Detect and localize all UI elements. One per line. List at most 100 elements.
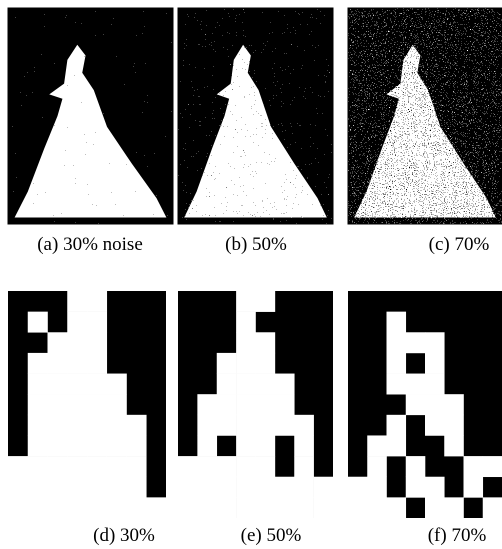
block-image bbox=[348, 291, 502, 519]
block bbox=[386, 373, 407, 395]
block bbox=[146, 497, 167, 519]
noisy-image bbox=[7, 7, 174, 225]
block bbox=[126, 497, 147, 519]
block bbox=[216, 456, 237, 478]
block bbox=[67, 394, 88, 416]
block bbox=[313, 476, 334, 498]
block bbox=[197, 476, 218, 498]
block bbox=[294, 435, 314, 457]
block bbox=[463, 476, 484, 498]
block bbox=[178, 497, 198, 519]
block bbox=[47, 476, 68, 498]
caption: (d) 30% bbox=[93, 525, 155, 546]
block bbox=[367, 435, 387, 457]
block bbox=[367, 497, 387, 519]
grid-images bbox=[8, 291, 502, 519]
block bbox=[126, 435, 147, 457]
block bbox=[348, 497, 368, 519]
block bbox=[255, 456, 276, 478]
caption: (e) 50% bbox=[241, 525, 302, 546]
block bbox=[67, 414, 88, 436]
block bbox=[425, 497, 445, 519]
block bbox=[348, 476, 368, 498]
block bbox=[8, 497, 29, 519]
block bbox=[313, 497, 334, 519]
block bbox=[216, 394, 237, 416]
block bbox=[8, 476, 29, 498]
block bbox=[216, 414, 237, 436]
block bbox=[87, 476, 108, 498]
block bbox=[27, 497, 48, 519]
block bbox=[463, 456, 484, 478]
block bbox=[405, 476, 426, 498]
block bbox=[27, 373, 48, 395]
block bbox=[482, 497, 502, 519]
block bbox=[255, 291, 276, 312]
block bbox=[216, 497, 237, 519]
block bbox=[444, 394, 464, 416]
block bbox=[106, 373, 127, 395]
block bbox=[87, 311, 108, 333]
block bbox=[216, 352, 237, 374]
block bbox=[126, 456, 147, 478]
caption: (c) 70% bbox=[429, 234, 490, 255]
block bbox=[255, 394, 276, 416]
noise-black bbox=[8, 8, 173, 224]
block bbox=[27, 311, 48, 333]
block-image bbox=[8, 291, 167, 519]
block bbox=[405, 332, 426, 354]
block bbox=[216, 476, 237, 498]
block bbox=[47, 352, 68, 374]
block bbox=[126, 414, 147, 436]
block bbox=[386, 311, 407, 333]
block bbox=[47, 497, 68, 519]
block bbox=[236, 456, 256, 478]
block bbox=[386, 352, 407, 374]
block bbox=[87, 414, 108, 436]
block bbox=[87, 435, 108, 457]
block bbox=[367, 456, 387, 478]
block bbox=[197, 414, 218, 436]
block bbox=[386, 414, 407, 436]
block bbox=[106, 497, 127, 519]
block bbox=[274, 497, 295, 519]
block bbox=[405, 456, 426, 478]
block bbox=[216, 373, 237, 395]
block bbox=[47, 394, 68, 416]
block bbox=[236, 311, 256, 333]
block bbox=[106, 414, 127, 436]
block bbox=[47, 456, 68, 478]
block-image bbox=[178, 291, 334, 519]
block bbox=[67, 332, 88, 354]
block bbox=[106, 394, 127, 416]
block bbox=[106, 435, 127, 457]
block bbox=[236, 373, 256, 395]
block bbox=[106, 456, 127, 478]
block bbox=[27, 352, 48, 374]
block bbox=[87, 456, 108, 478]
block bbox=[47, 373, 68, 395]
block bbox=[236, 414, 256, 436]
block bbox=[197, 435, 218, 457]
block bbox=[255, 476, 276, 498]
block bbox=[425, 373, 445, 395]
block bbox=[236, 394, 256, 416]
noise-black bbox=[348, 8, 502, 224]
block bbox=[274, 373, 295, 395]
block bbox=[294, 414, 314, 436]
block bbox=[27, 456, 48, 478]
block bbox=[67, 476, 88, 498]
block bbox=[386, 332, 407, 354]
block bbox=[294, 476, 314, 498]
noisy-images bbox=[7, 7, 502, 225]
block bbox=[482, 456, 502, 478]
block bbox=[294, 497, 314, 519]
block bbox=[405, 394, 426, 416]
block bbox=[386, 497, 407, 519]
noisy-image bbox=[347, 7, 502, 225]
block bbox=[367, 476, 387, 498]
block bbox=[67, 291, 88, 312]
caption: (b) 50% bbox=[225, 234, 287, 255]
block bbox=[405, 373, 426, 395]
